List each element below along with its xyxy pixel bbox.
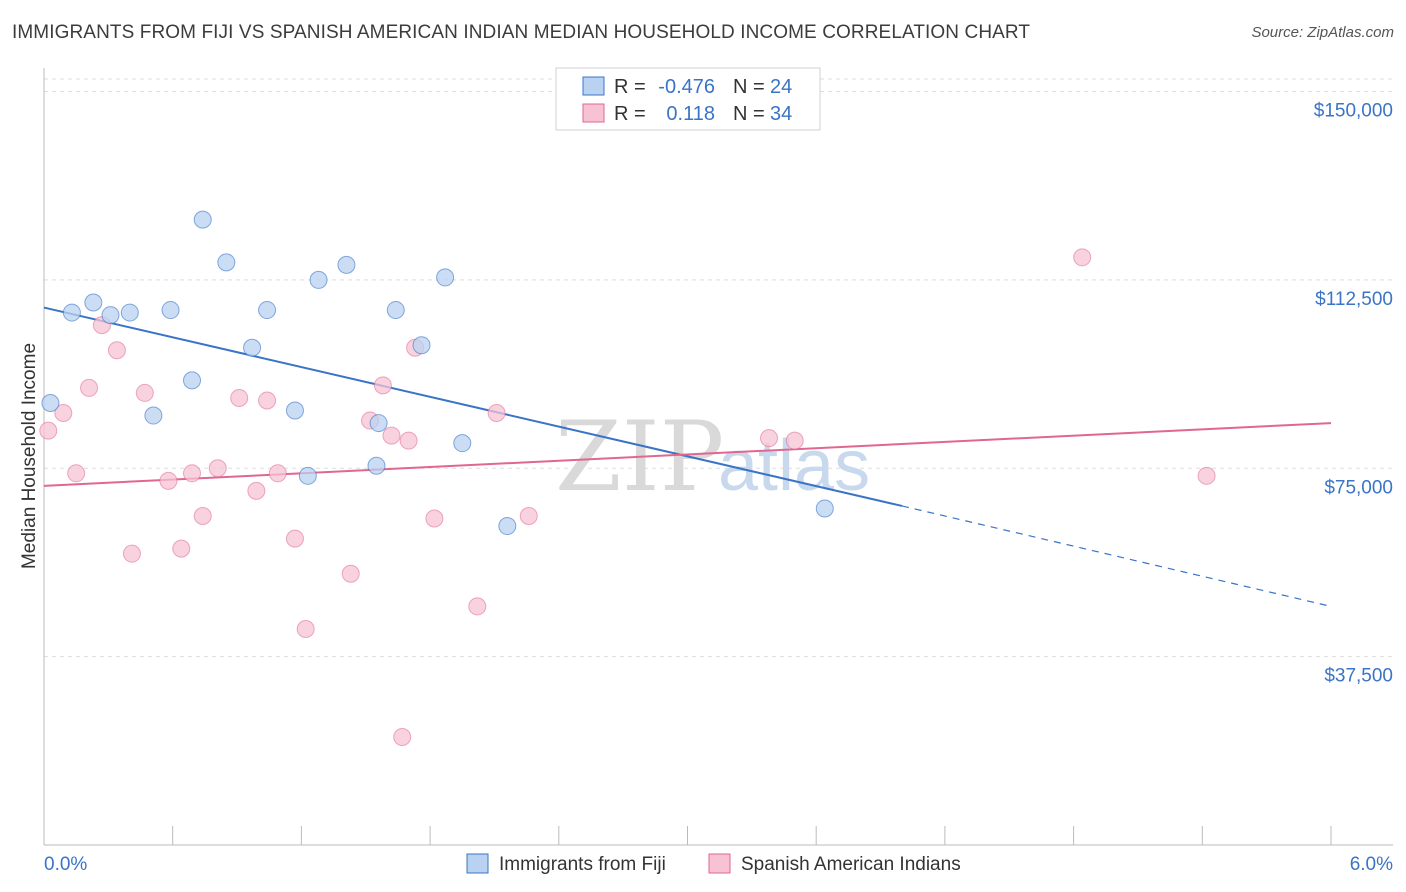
legend-n-value-sai: 34: [770, 103, 792, 125]
data-point-immigrants-from-fiji: [41, 393, 60, 412]
legend-n-label-sai: N =: [733, 103, 765, 125]
data-point-spanish-american-indians: [487, 404, 506, 423]
data-point-spanish-american-indians: [258, 391, 277, 410]
axes: [43, 68, 1393, 846]
data-point-immigrants-from-fiji: [453, 434, 472, 453]
bottom-legend-label-sai: Spanish American Indians: [741, 854, 961, 875]
bottom-legend-label-fiji: Immigrants from Fiji: [499, 854, 666, 875]
data-point-immigrants-from-fiji: [161, 301, 180, 320]
chart-title: IMMIGRANTS FROM FIJI VS SPANISH AMERICAN…: [12, 22, 1031, 43]
data-point-spanish-american-indians: [54, 404, 73, 423]
data-point-spanish-american-indians: [172, 539, 191, 558]
trend-line-spanish-american-indians: [43, 422, 1332, 487]
legend-r-value-sai: 0.118: [666, 103, 715, 125]
legend-n-label-fiji: N =: [733, 76, 765, 98]
legend-r-value-fiji: -0.476: [658, 76, 715, 98]
x-tick-label: 0.0%: [44, 854, 87, 875]
data-point-spanish-american-indians: [159, 471, 178, 490]
legend-box: R = -0.476 N = 24 R = 0.118 N = 34: [555, 67, 821, 131]
data-point-spanish-american-indians: [122, 544, 141, 563]
data-point-immigrants-from-fiji: [815, 499, 834, 518]
data-point-immigrants-from-fiji: [367, 456, 386, 475]
data-points: [39, 210, 1216, 747]
data-point-immigrants-from-fiji: [337, 255, 356, 274]
bottom-legend: Immigrants from Fiji Spanish American In…: [466, 853, 961, 875]
data-point-immigrants-from-fiji: [193, 210, 212, 229]
legend-swatch-fiji: [582, 76, 605, 96]
chart-source: Source: ZipAtlas.com: [1251, 24, 1394, 41]
data-point-spanish-american-indians: [393, 728, 412, 747]
data-point-spanish-american-indians: [399, 431, 418, 450]
data-point-spanish-american-indians: [785, 431, 804, 450]
data-point-immigrants-from-fiji: [412, 336, 431, 355]
data-point-immigrants-from-fiji: [217, 253, 236, 272]
data-point-spanish-american-indians: [107, 341, 126, 360]
bottom-legend-swatch-fiji: [466, 853, 489, 874]
data-point-spanish-american-indians: [193, 506, 212, 525]
data-point-spanish-american-indians: [208, 459, 227, 478]
watermark: ZIP atlas: [555, 401, 870, 513]
data-point-immigrants-from-fiji: [258, 301, 277, 320]
data-point-spanish-american-indians: [39, 421, 58, 440]
bottom-legend-swatch-sai: [708, 853, 731, 874]
data-point-spanish-american-indians: [373, 376, 392, 395]
data-point-spanish-american-indians: [268, 464, 287, 483]
data-point-spanish-american-indians: [296, 620, 315, 639]
data-point-immigrants-from-fiji: [62, 303, 81, 322]
data-point-spanish-american-indians: [80, 378, 99, 397]
trend-line-fiji: [43, 306, 903, 507]
y-axis-label: Median Household Income: [19, 343, 40, 569]
y-tick-label: $37,500: [1324, 666, 1393, 687]
y-tick-labels: $37,500 $75,000 $112,500 $150,000: [1314, 101, 1393, 687]
data-point-spanish-american-indians: [135, 383, 154, 402]
data-point-immigrants-from-fiji: [498, 517, 517, 536]
data-point-immigrants-from-fiji: [183, 371, 202, 390]
data-point-immigrants-from-fiji: [243, 338, 262, 357]
data-point-spanish-american-indians: [247, 481, 266, 500]
data-point-spanish-american-indians: [341, 564, 360, 583]
data-point-spanish-american-indians: [425, 509, 444, 528]
data-point-immigrants-from-fiji: [369, 414, 388, 433]
data-point-spanish-american-indians: [285, 529, 304, 548]
data-point-immigrants-from-fiji: [285, 401, 304, 420]
data-point-spanish-american-indians: [519, 506, 538, 525]
data-point-immigrants-from-fiji: [144, 406, 163, 425]
data-point-spanish-american-indians: [468, 597, 487, 616]
legend-r-label-fiji: R =: [614, 76, 646, 98]
data-point-spanish-american-indians: [67, 464, 86, 483]
data-point-spanish-american-indians: [760, 429, 779, 448]
x-tick-label: 6.0%: [1350, 854, 1393, 875]
legend-swatch-sai: [582, 103, 605, 123]
data-point-spanish-american-indians: [1197, 466, 1216, 485]
data-point-immigrants-from-fiji: [386, 301, 405, 320]
data-point-immigrants-from-fiji: [298, 466, 317, 485]
grid-lines: [44, 78, 1393, 658]
data-point-immigrants-from-fiji: [101, 306, 120, 325]
y-tick-label: $75,000: [1324, 477, 1393, 498]
data-point-immigrants-from-fiji: [309, 270, 328, 289]
trend-lines: [43, 306, 1332, 607]
data-point-spanish-american-indians: [230, 388, 249, 407]
data-point-immigrants-from-fiji: [120, 303, 139, 322]
x-tick-labels: 0.0% 6.0%: [44, 854, 1393, 875]
data-point-immigrants-from-fiji: [84, 293, 103, 312]
y-tick-label: $150,000: [1314, 101, 1393, 122]
legend-r-label-sai: R =: [614, 103, 646, 125]
legend-n-value-fiji: 24: [770, 76, 792, 98]
data-point-spanish-american-indians: [382, 426, 401, 445]
trend-line-fiji-extension: [901, 505, 1332, 607]
data-point-spanish-american-indians: [1073, 248, 1092, 267]
data-point-spanish-american-indians: [183, 464, 202, 483]
y-tick-label: $112,500: [1315, 289, 1393, 310]
data-point-immigrants-from-fiji: [436, 268, 455, 287]
